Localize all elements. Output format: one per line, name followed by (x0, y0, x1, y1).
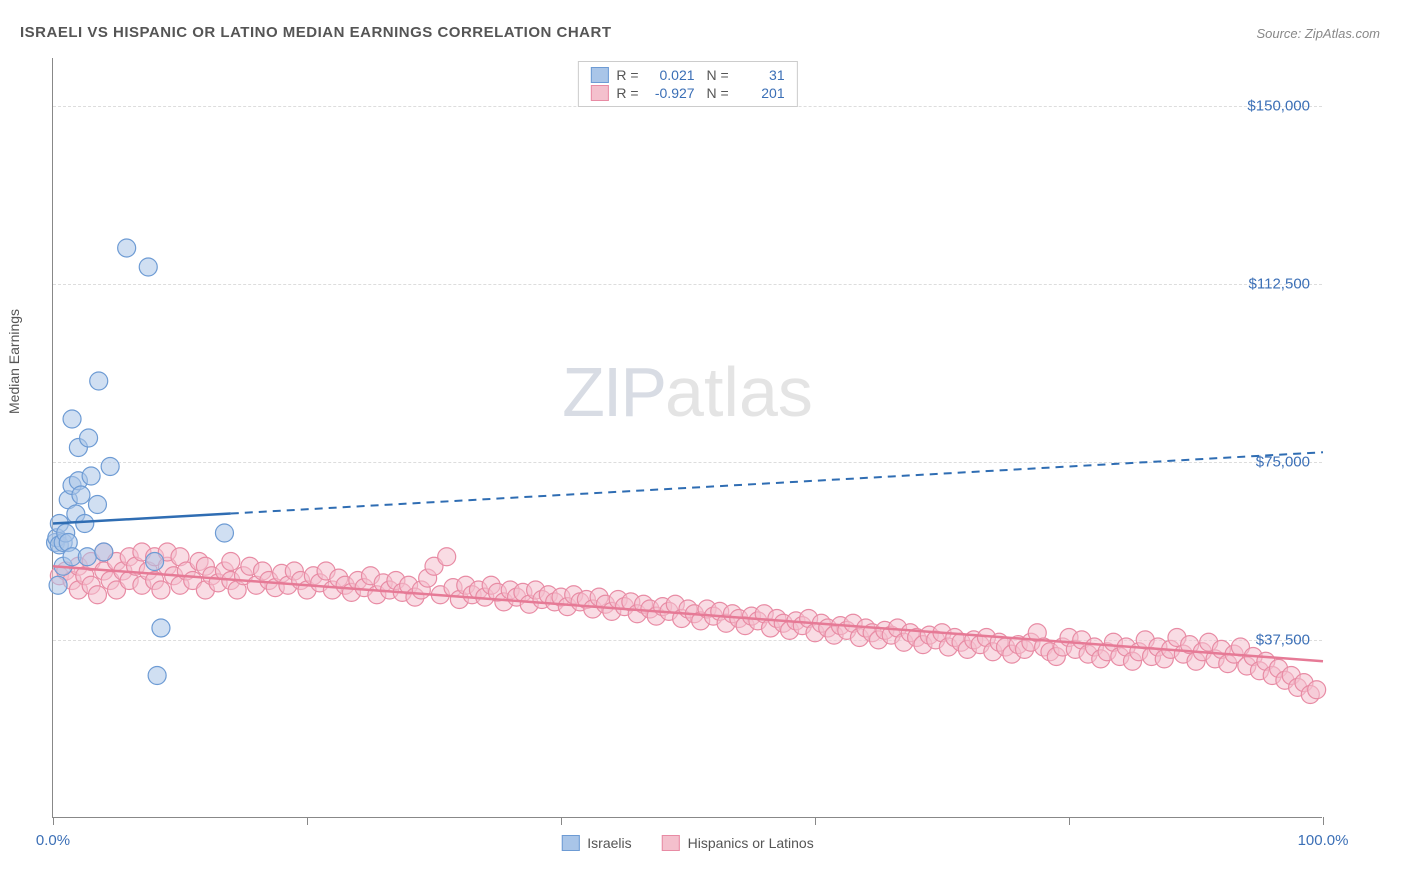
data-point (152, 619, 170, 637)
source-label: Source: ZipAtlas.com (1256, 26, 1380, 41)
data-point (63, 410, 81, 428)
data-point (146, 553, 164, 571)
legend-label-hispanic: Hispanics or Latinos (688, 835, 814, 851)
data-point (76, 515, 94, 533)
x-tick (1323, 817, 1324, 825)
data-point (95, 543, 113, 561)
regression-line-extrapolated (231, 452, 1323, 513)
data-point (49, 576, 67, 594)
data-point (90, 372, 108, 390)
legend-bottom: Israelis Hispanics or Latinos (561, 835, 813, 851)
y-axis-label: Median Earnings (6, 309, 22, 414)
x-tick (561, 817, 562, 825)
plot-area: ZIPatlas R = 0.021 N = 31 R = -0.927 N =… (52, 58, 1322, 818)
x-tick (815, 817, 816, 825)
data-point (72, 486, 90, 504)
data-point (118, 239, 136, 257)
data-point (88, 586, 106, 604)
legend-r-hispanic: -0.927 (647, 85, 695, 101)
regression-line (53, 566, 1323, 661)
x-tick-label: 100.0% (1298, 832, 1349, 849)
legend-swatch-hispanic-bottom (662, 835, 680, 851)
data-point (101, 458, 119, 476)
data-point (438, 548, 456, 566)
data-point (82, 467, 100, 485)
legend-row-hispanic: R = -0.927 N = 201 (590, 84, 784, 102)
legend-n-israeli: 31 (737, 67, 785, 83)
legend-item-hispanic: Hispanics or Latinos (662, 835, 814, 851)
legend-swatch-israeli (590, 67, 608, 83)
data-point (78, 548, 96, 566)
legend-stats-box: R = 0.021 N = 31 R = -0.927 N = 201 (577, 61, 797, 107)
x-tick (1069, 817, 1070, 825)
legend-swatch-israeli-bottom (561, 835, 579, 851)
legend-label-israeli: Israelis (587, 835, 631, 851)
data-point (148, 667, 166, 685)
legend-n-label: N = (703, 85, 729, 101)
data-point (80, 429, 98, 447)
scatter-svg (53, 58, 1322, 817)
legend-r-label: R = (616, 85, 638, 101)
legend-n-label: N = (703, 67, 729, 83)
x-tick (307, 817, 308, 825)
data-point (1308, 681, 1326, 699)
data-point (222, 553, 240, 571)
chart-title: ISRAELI VS HISPANIC OR LATINO MEDIAN EAR… (20, 24, 612, 41)
legend-r-label: R = (616, 67, 638, 83)
data-point (215, 524, 233, 542)
legend-r-israeli: 0.021 (647, 67, 695, 83)
x-tick (53, 817, 54, 825)
data-point (139, 258, 157, 276)
legend-n-hispanic: 201 (737, 85, 785, 101)
x-tick-label: 0.0% (36, 832, 70, 849)
data-point (88, 496, 106, 514)
data-point (152, 581, 170, 599)
legend-swatch-hispanic (590, 85, 608, 101)
legend-row-israeli: R = 0.021 N = 31 (590, 66, 784, 84)
legend-item-israeli: Israelis (561, 835, 631, 851)
